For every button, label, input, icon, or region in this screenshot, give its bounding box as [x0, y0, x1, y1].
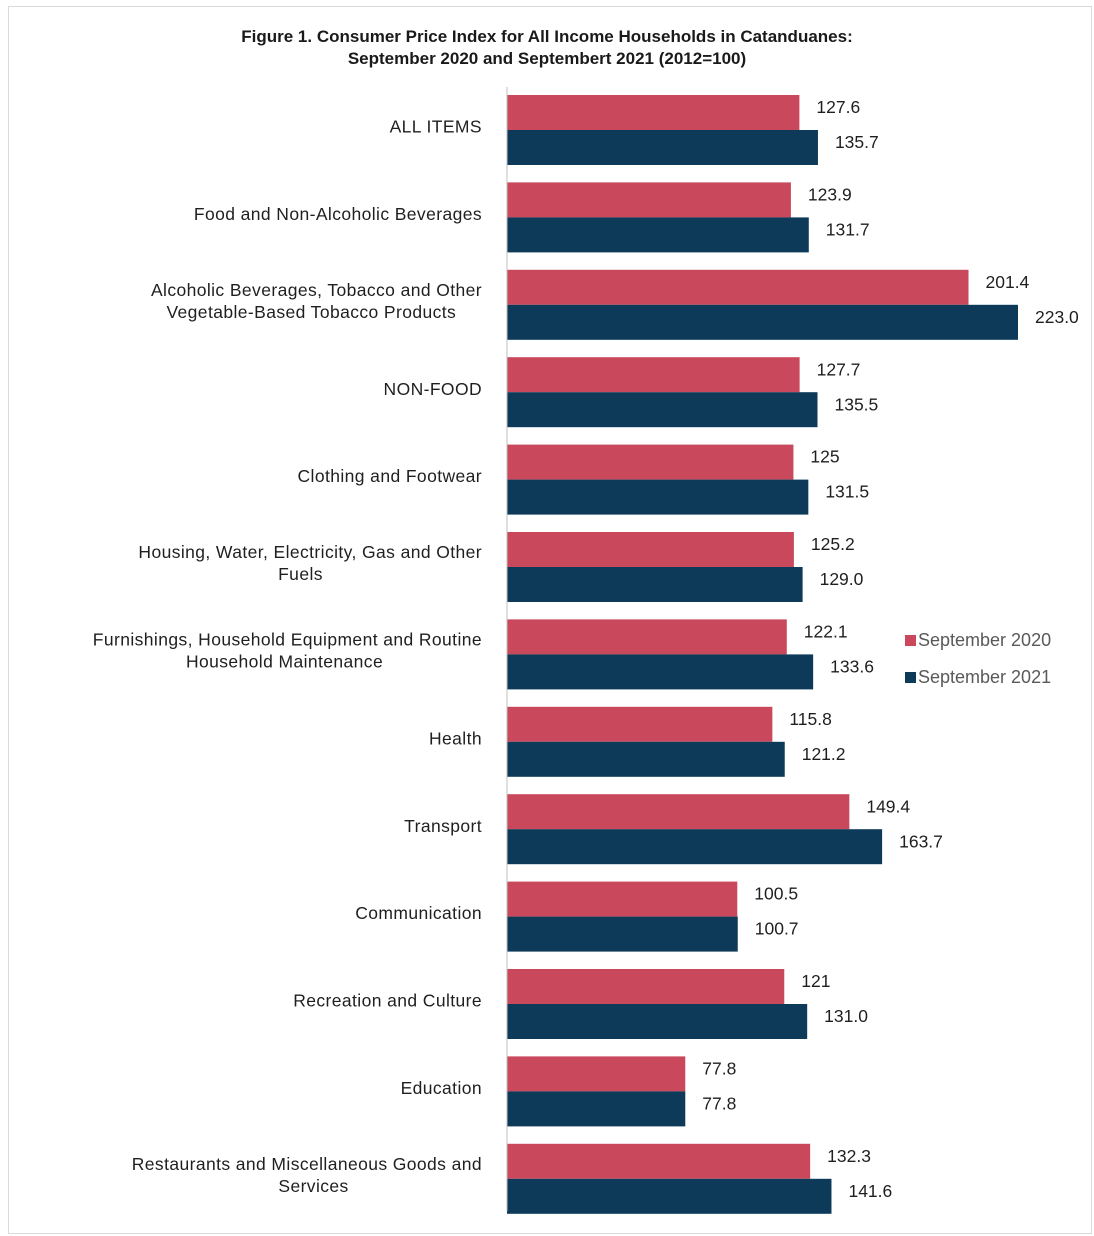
bar-sep-2021: [507, 916, 738, 952]
bar-sep-2021: [507, 1178, 832, 1214]
bar-sep-2021: [507, 654, 814, 690]
bar-sep-2021: [507, 479, 809, 515]
category-label: Clothing and Footwear: [298, 466, 482, 486]
data-label: 127.7: [817, 359, 861, 379]
legend-swatch-sep-2021: [905, 672, 916, 683]
chart-title-line-1: Figure 1. Consumer Price Index for All I…: [241, 27, 853, 46]
category-label: NON-FOOD: [384, 379, 482, 399]
bar-sep-2021: [507, 567, 803, 602]
category-label-line: Services: [278, 1175, 348, 1195]
bar-sep-2021: [507, 1004, 808, 1039]
bar-sep-2021: [507, 304, 1018, 340]
chart-frame: [8, 6, 1092, 1234]
data-label: 201.4: [986, 272, 1030, 292]
bar-sep-2020: [507, 182, 791, 218]
data-label: 131.0: [824, 1006, 868, 1026]
category-label: Restaurants and Miscellaneous Goods and S…: [132, 1153, 482, 1195]
category-label: Health: [429, 728, 482, 748]
bar-sep-2020: [507, 619, 787, 655]
category-label: Housing, Water, Electricity, Gas and Oth…: [138, 542, 482, 584]
data-label: 129.0: [820, 569, 864, 589]
bar-sep-2020: [507, 881, 738, 917]
data-label: 122.1: [804, 622, 848, 642]
bar-sep-2020: [507, 794, 850, 830]
data-label: 125.2: [811, 534, 855, 554]
bar-sep-2021: [507, 217, 809, 253]
bar-sep-2020: [507, 95, 800, 130]
category-label-line: Restaurants and Miscellaneous Goods and: [132, 1153, 482, 1173]
category-label-line: Furnishings, Household Equipment and Rou…: [93, 629, 482, 649]
bar-sep-2020: [507, 706, 773, 742]
bar-sep-2020: [507, 1056, 686, 1092]
data-label: 133.6: [830, 657, 874, 677]
bar-sep-2020: [507, 532, 794, 567]
legend-label-sep-2020: September 2020: [918, 630, 1051, 650]
data-label: 115.8: [789, 709, 832, 729]
data-label: 77.8: [702, 1094, 736, 1114]
chart-title: Figure 1. Consumer Price Index for All I…: [0, 26, 1094, 70]
chart-subtitle: September 2020 and Septembert 2021 (2012…: [347, 49, 747, 68]
category-label: Recreation and Culture: [293, 991, 482, 1011]
category-label: Food and Non-Alcoholic Beverages: [194, 204, 482, 224]
bar-sep-2021: [507, 829, 883, 865]
category-label: Transport: [404, 816, 482, 836]
data-label: 100.7: [755, 919, 799, 939]
data-label: 131.5: [825, 482, 869, 502]
category-label-line: Housing, Water, Electricity, Gas and Oth…: [138, 542, 482, 562]
category-label-line: Alcoholic Beverages, Tobacco and Other: [151, 279, 482, 299]
data-label: 223.0: [1035, 307, 1079, 327]
category-label: Communication: [355, 903, 482, 923]
legend-label-sep-2021: September 2021: [918, 667, 1051, 687]
bar-sep-2021: [507, 1091, 686, 1127]
data-label: 141.6: [848, 1181, 892, 1201]
bar-sep-2020: [507, 1143, 811, 1179]
data-label: 125: [810, 447, 839, 467]
data-label: 127.6: [816, 97, 860, 117]
data-label: 121.2: [802, 744, 846, 764]
bar-sep-2020: [507, 444, 794, 480]
data-label: 163.7: [899, 831, 943, 851]
bar-sep-2020: [507, 357, 800, 393]
category-label-line: Vegetable-Based Tobacco Products: [166, 301, 456, 321]
data-label: 132.3: [827, 1146, 871, 1166]
data-label: 135.5: [834, 394, 878, 414]
category-label: Alcoholic Beverages, Tobacco and Other Ve…: [151, 279, 482, 321]
category-label: Education: [401, 1078, 482, 1098]
data-label: 123.9: [808, 185, 852, 205]
data-label: 121: [801, 971, 830, 991]
data-label: 149.4: [866, 796, 910, 816]
category-label-line: Fuels: [278, 564, 323, 584]
category-label: ALL ITEMS: [390, 117, 482, 137]
bar-sep-2021: [507, 741, 785, 777]
data-label: 131.7: [826, 220, 870, 240]
category-label: Furnishings, Household Equipment and Rou…: [93, 629, 482, 671]
bar-sep-2021: [507, 392, 818, 428]
bar-sep-2020: [507, 269, 969, 305]
legend-swatch-sep-2020: [905, 635, 916, 646]
bar-sep-2021: [507, 130, 818, 165]
bar-sep-2020: [507, 969, 785, 1004]
data-label: 100.5: [754, 884, 798, 904]
data-label: 77.8: [702, 1059, 736, 1079]
category-label-line: Household Maintenance: [186, 651, 383, 671]
data-label: 135.7: [835, 132, 879, 152]
